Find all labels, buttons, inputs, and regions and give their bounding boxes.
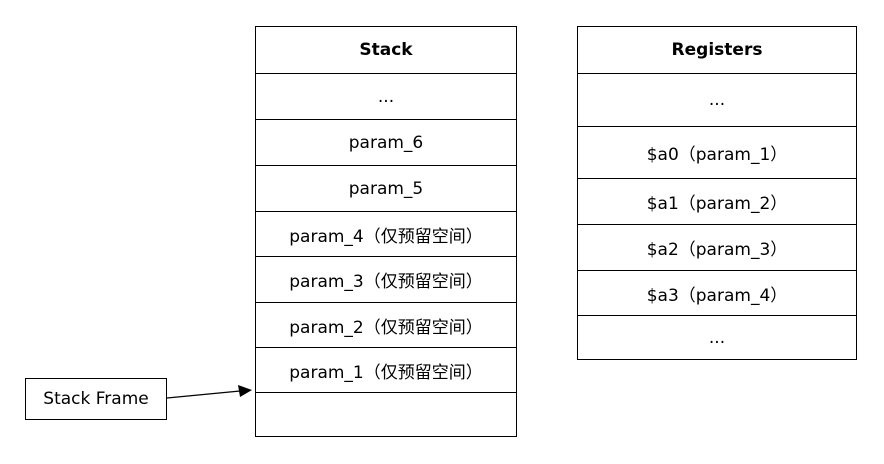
stack-row-param-5: param_5 (256, 165, 516, 211)
arrow-line (166, 390, 241, 399)
register-row-a2: $a2（param_3） (578, 224, 856, 270)
stack-row-frame (256, 392, 516, 436)
register-row-a3: $a3（param_4） (578, 270, 856, 315)
stack-frame-label: Stack Frame (25, 378, 167, 420)
stack-row-param-3: param_3（仅预留空间） (256, 256, 516, 302)
stack-row-ellipsis: ... (256, 73, 516, 119)
register-row-a0: $a0（param_1） (578, 126, 856, 178)
registers-table: Registers ... $a0（param_1） $a1（param_2） … (577, 26, 857, 360)
stack-table: Stack ... param_6 param_5 param_4（仅预留空间）… (255, 26, 517, 437)
stack-row-param-2: param_2（仅预留空间） (256, 302, 516, 347)
stack-row-param-1: param_1（仅预留空间） (256, 347, 516, 392)
arrow-head-icon (238, 385, 252, 397)
stack-title: Stack (359, 40, 413, 60)
stack-row-param-4: param_4（仅预留空间） (256, 211, 516, 256)
register-row-a1: $a1（param_2） (578, 178, 856, 224)
register-row-ellipsis-bottom: ... (578, 315, 856, 359)
stack-row-param-6: param_6 (256, 119, 516, 165)
register-row-ellipsis-top: ... (578, 73, 856, 126)
registers-title: Registers (671, 40, 763, 60)
